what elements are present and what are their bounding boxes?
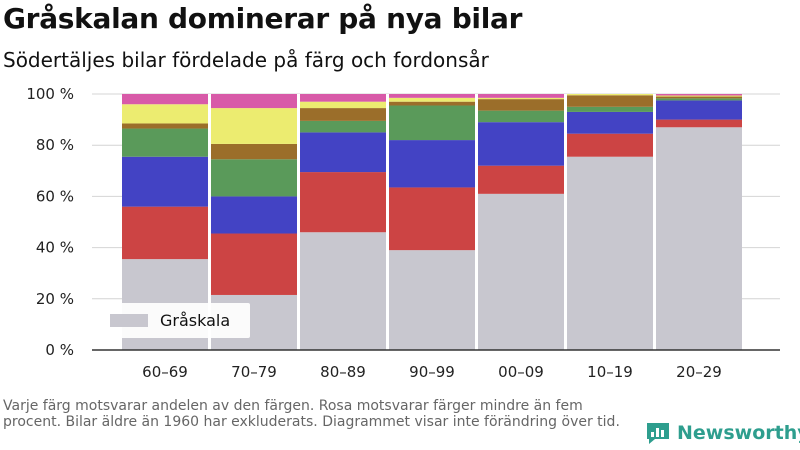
bar-segment [211,94,297,109]
bar-segment [389,187,475,251]
bar-segment [567,156,653,350]
bar-segment [389,94,475,98]
bar-segment [656,95,742,97]
bar-segment [478,99,564,111]
bar-segment [300,132,386,173]
bar-segment [300,232,386,350]
bar-segment [122,104,208,124]
bar-segment [478,97,564,100]
bar-segment [567,133,653,157]
x-tick-label: 70–79 [231,363,277,381]
bar-segment [211,108,297,144]
bar-segment [300,172,386,233]
x-tick-label: 90–99 [409,363,455,381]
bar-segment [478,94,564,98]
bar-segment [478,110,564,123]
bar-segment [656,98,742,101]
bar-segment [300,108,386,121]
chart-logo-icon [647,423,669,444]
y-tick-label: 60 % [36,187,74,205]
bar-segment [567,106,653,112]
bar-segment [567,111,653,134]
bar-segment [211,233,297,295]
y-tick-label: 0 % [45,341,74,359]
legend: Gråskala [100,303,250,338]
bar-segment [211,143,297,160]
bar-segment [389,101,475,106]
bar-segment [300,120,386,133]
bar-segment [656,100,742,120]
bar-segment [122,94,208,105]
legend-swatch [110,314,148,327]
bar-segment [656,127,742,350]
bar-segment [478,193,564,350]
bar-segment [122,156,208,207]
bar-segment [211,159,297,197]
bar-segment [478,122,564,166]
x-tick-label: 10–19 [587,363,633,381]
bar-segment [300,94,386,102]
x-tick-label: 80–89 [320,363,366,381]
bar-segment [122,206,208,260]
y-tick-label: 100 % [26,85,74,103]
y-tick-label: 20 % [36,290,74,308]
legend-label: Gråskala [160,311,230,330]
bar-segment [122,128,208,157]
legend-box [100,303,250,338]
brand-name: Newsworthy [677,422,800,444]
x-tick-label: 60–69 [142,363,188,381]
bar-segment [389,250,475,350]
chart-footnote: Varje färg motsvarar andelen av den färg… [3,398,620,430]
bar-segment [389,140,475,188]
newsworthy-logo: Newsworthy [645,421,800,445]
bar-segment [389,105,475,141]
chart-subtitle: Södertäljes bilar fördelade på färg och … [3,48,489,72]
chart-title: Gråskalan dominerar på nya bilar [3,2,523,35]
y-tick-label: 40 % [36,239,74,257]
bar-segment [389,97,475,102]
bar-segment [656,94,742,96]
x-tick-label: 00–09 [498,363,544,381]
bar-segment [656,96,742,99]
x-tick-label: 20–29 [676,363,722,381]
y-tick-label: 80 % [36,136,74,154]
bar-segment [211,196,297,234]
bar-segment [478,165,564,194]
bar-segment [567,94,653,96]
bar-segment [300,101,386,109]
bar-segment [567,95,653,107]
bar-segment [122,123,208,129]
bar-segment [656,119,742,128]
